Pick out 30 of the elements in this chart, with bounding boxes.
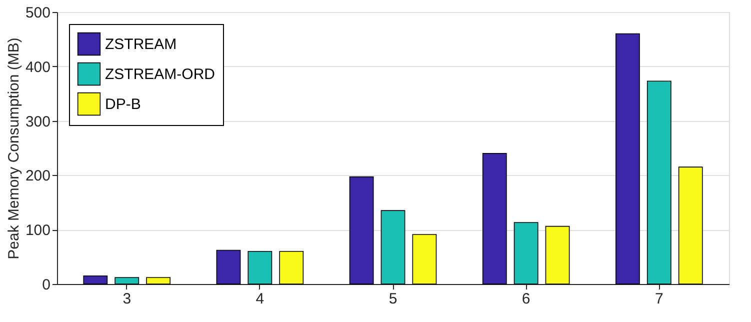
- bar: [216, 250, 241, 284]
- y-tick-label: 300: [25, 113, 50, 130]
- bar: [279, 250, 304, 284]
- bar: [646, 80, 672, 284]
- x-tick-label: 4: [256, 290, 264, 308]
- bar: [678, 166, 703, 284]
- y-tick-label: 200: [25, 168, 50, 185]
- bar: [114, 277, 140, 284]
- legend-label: ZSTREAM-ORD: [105, 66, 216, 83]
- bar: [349, 176, 374, 284]
- bar: [615, 33, 640, 284]
- x-tick-label: 3: [122, 290, 132, 308]
- legend-label: ZSTREAM: [105, 36, 177, 53]
- bar: [380, 210, 406, 284]
- bar: [482, 153, 507, 284]
- x-tick-label: 5: [388, 290, 398, 308]
- bar: [83, 275, 108, 284]
- y-tick-label: 500: [25, 4, 50, 22]
- bar: [412, 234, 437, 284]
- y-tick-label: 0: [42, 276, 50, 294]
- x-tick-label: 7: [654, 290, 664, 308]
- legend-label: DP-B: [105, 96, 141, 113]
- y-tick-label: 400: [25, 58, 50, 76]
- y-tick-label: 100: [25, 222, 50, 240]
- x-tick-label: 6: [522, 290, 530, 308]
- bar: [248, 250, 272, 284]
- bar: [514, 222, 538, 284]
- bar: [545, 226, 570, 284]
- y-axis-title: Peak Memory Consumption (MB): [5, 38, 22, 260]
- bar: [146, 277, 171, 284]
